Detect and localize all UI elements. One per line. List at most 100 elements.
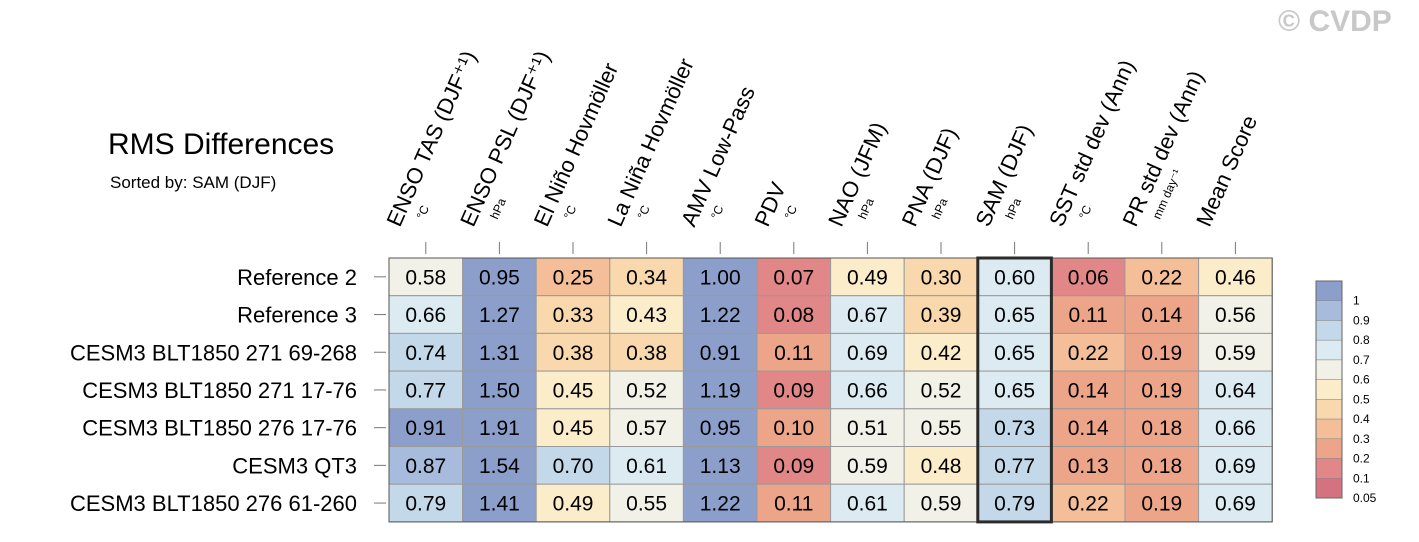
cell-value: 0.79 <box>994 493 1035 516</box>
heatmap-cell <box>977 295 1052 334</box>
heatmap-cell <box>609 332 684 372</box>
legend-swatch <box>1315 359 1343 380</box>
cell-value: 0.61 <box>847 493 888 516</box>
cell-value: 0.67 <box>847 304 888 327</box>
row-label: CESM3 BLT1850 276 17-76 <box>82 416 357 441</box>
sorted-column-highlight <box>976 256 1053 524</box>
heatmap-cell <box>682 483 758 523</box>
legend-swatch <box>1315 418 1343 440</box>
legend-label: 0.6 <box>1353 373 1370 387</box>
legend-swatch <box>1315 339 1343 361</box>
heatmap-cell <box>682 295 758 334</box>
cell-value: 0.69 <box>1215 455 1256 478</box>
heatmap-cell <box>756 370 832 410</box>
legend-swatch <box>1315 399 1343 420</box>
cell-value: 1.50 <box>479 379 520 402</box>
cell-value: 0.48 <box>921 455 962 478</box>
cell-value: 0.11 <box>774 493 813 516</box>
cell-value: 0.65 <box>994 342 1035 365</box>
cell-value: 1.13 <box>700 455 741 478</box>
legend-swatch <box>1315 300 1343 321</box>
legend-label: 0.5 <box>1353 392 1370 406</box>
cell-value: 0.59 <box>1215 342 1256 365</box>
heatmap-cell <box>1124 257 1200 297</box>
heatmap-cell <box>1198 408 1273 447</box>
cell-value: 0.18 <box>1141 455 1182 478</box>
row-label: CESM3 BLT1850 271 69-268 <box>70 340 357 365</box>
heatmap-cell <box>1198 257 1273 297</box>
row-label: Reference 2 <box>237 265 357 290</box>
cell-value: 0.91 <box>700 342 741 365</box>
column-unit: °C <box>414 203 432 221</box>
cell-value: 0.52 <box>921 379 962 402</box>
cell-value: 0.22 <box>1068 493 1109 516</box>
heatmap-cell <box>756 408 832 447</box>
watermark: © CVDP <box>1278 5 1392 38</box>
heatmap-cell <box>1050 446 1126 485</box>
column-unit: °C <box>782 203 800 221</box>
cell-value: 0.74 <box>405 342 446 365</box>
cell-value: 0.07 <box>773 266 814 289</box>
cell-value: 1.41 <box>479 493 520 516</box>
page-title: RMS Differences <box>108 128 335 161</box>
heatmap-cell <box>830 446 905 485</box>
cell-value: 0.42 <box>921 342 962 365</box>
heatmap-cell <box>1124 408 1200 447</box>
cell-value: 0.18 <box>1141 417 1182 440</box>
heatmap-cell <box>903 408 979 447</box>
cell-value: 0.58 <box>405 266 446 289</box>
legend-swatch <box>1315 320 1343 341</box>
legend-label: 0.7 <box>1353 353 1370 367</box>
heatmap-cell <box>1198 332 1273 372</box>
cell-value: 0.06 <box>1068 266 1109 289</box>
legend-frame <box>1315 280 1343 499</box>
column-header: Mean Score <box>1191 111 1262 230</box>
cell-value: 0.34 <box>626 266 667 289</box>
heatmap-cell <box>1050 332 1126 372</box>
cell-value: 0.33 <box>553 304 594 327</box>
cell-value: 1.22 <box>700 493 741 516</box>
cell-value: 0.25 <box>553 266 594 289</box>
column-unit: °C <box>708 203 726 221</box>
column-header: PDV <box>750 178 791 230</box>
cell-value: 0.65 <box>994 379 1035 402</box>
heatmap-cell <box>903 446 979 485</box>
cell-value: 0.91 <box>405 417 446 440</box>
cell-value: 0.69 <box>1215 493 1256 516</box>
cell-value: 0.14 <box>1068 379 1109 402</box>
cell-value: 0.55 <box>921 417 962 440</box>
heatmap-cell <box>388 370 464 410</box>
cell-value: 0.49 <box>553 493 594 516</box>
heatmap-cell <box>1050 408 1126 447</box>
cell-value: 0.95 <box>479 266 520 289</box>
heatmap-cell <box>682 408 758 447</box>
sort-subtitle: Sorted by: SAM (DJF) <box>110 173 277 192</box>
cell-value: 0.19 <box>1141 342 1182 365</box>
cell-value: 1.54 <box>479 455 520 478</box>
cell-value: 0.39 <box>921 304 962 327</box>
heatmap-cell <box>1124 483 1200 523</box>
legend-label: 1 <box>1353 294 1360 308</box>
heatmap-cell <box>388 408 464 447</box>
cell-value: 0.08 <box>773 304 814 327</box>
cell-value: 0.22 <box>1068 342 1109 365</box>
heatmap-cell <box>1198 483 1273 523</box>
heatmap-cell <box>462 446 537 485</box>
column-unit: °C <box>561 203 579 221</box>
heatmap-cell <box>388 446 464 485</box>
cell-value: 1.91 <box>479 417 520 440</box>
cell-value: 0.59 <box>921 493 962 516</box>
cell-value: 0.77 <box>994 455 1035 478</box>
cell-value: 0.55 <box>626 493 667 516</box>
cell-value: 0.87 <box>405 455 446 478</box>
heatmap-cell <box>462 257 537 297</box>
cell-value: 0.95 <box>700 417 741 440</box>
cell-value: 0.10 <box>773 417 814 440</box>
legend-label: 0.8 <box>1353 333 1370 347</box>
row-label: CESM3 QT3 <box>232 453 357 478</box>
cell-value: 0.09 <box>773 379 814 402</box>
column-unit: °C <box>635 203 653 221</box>
heatmap-cell <box>1124 370 1200 410</box>
legend-label: 0.9 <box>1353 313 1370 327</box>
